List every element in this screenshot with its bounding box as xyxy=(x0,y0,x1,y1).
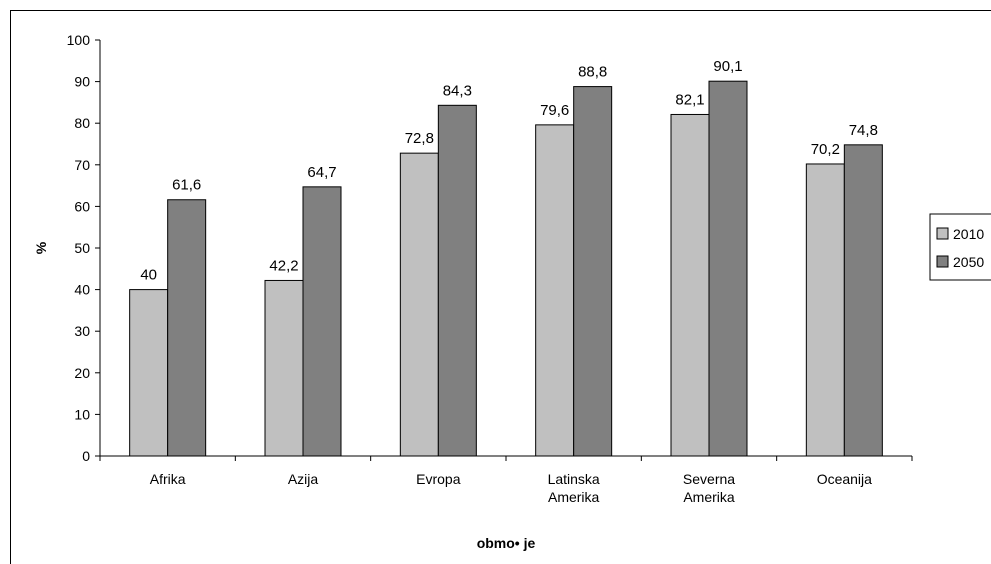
bar-2050[interactable] xyxy=(167,199,207,457)
legend[interactable]: 2010 2050 xyxy=(929,213,991,281)
legend-box xyxy=(929,213,991,281)
y-tick-label: 90 xyxy=(74,74,90,90)
y-tick-label: 80 xyxy=(74,115,90,131)
x-tick-label: Azija xyxy=(288,471,319,487)
legend-label-2050: 2050 xyxy=(953,254,984,270)
y-tick-label: 40 xyxy=(74,282,90,298)
data-label: 42,2 xyxy=(269,257,298,274)
data-label: 79,6 xyxy=(540,102,569,119)
y-tick-label: 70 xyxy=(74,157,90,173)
data-labels: 40 61,6 42,2 64,7 72,8 84,3 79,6 88,8 82,1 90,1 70… xyxy=(140,58,878,283)
bar-2010[interactable] xyxy=(805,163,845,457)
x-axis-title: obmo• je xyxy=(477,535,536,551)
bar-2050[interactable] xyxy=(302,186,342,457)
y-tick-label: 60 xyxy=(74,198,90,214)
bar-2010[interactable] xyxy=(399,152,439,457)
x-axis: Afrika Azija Evropa Latinska Amerika Severna A… xyxy=(99,455,913,505)
x-tick-label: Latinska Amerika xyxy=(548,471,600,505)
y-axis-title: % xyxy=(33,241,49,254)
bar-2050[interactable] xyxy=(843,144,883,457)
y-tick-label: 0 xyxy=(82,448,90,464)
bar-2010[interactable] xyxy=(264,279,304,457)
data-label: 40 xyxy=(140,267,157,284)
data-label: 72,8 xyxy=(405,130,434,147)
bar-2010[interactable] xyxy=(535,124,575,457)
y-tick-label: 30 xyxy=(74,323,90,339)
x-tick-label: Oceanija xyxy=(817,471,872,487)
data-label: 90,1 xyxy=(713,58,742,75)
bar-2050[interactable] xyxy=(437,104,477,457)
y-tick-label: 10 xyxy=(74,406,90,422)
x-tick-label: Afrika xyxy=(150,471,186,487)
legend-swatch-2010 xyxy=(936,227,949,240)
y-tick-label: 20 xyxy=(74,365,90,381)
legend-label-2010: 2010 xyxy=(953,226,984,242)
y-axis: 0 10 20 30 40 50 60 70 80 90 100 xyxy=(67,32,101,464)
data-label: 88,8 xyxy=(578,64,607,81)
bar-2010[interactable] xyxy=(670,113,710,457)
bar-2010[interactable] xyxy=(129,289,169,457)
x-tick-label: Evropa xyxy=(416,471,461,487)
data-label: 82,1 xyxy=(675,91,704,108)
data-label: 74,8 xyxy=(849,122,878,139)
bars xyxy=(129,80,883,457)
x-tick-label: Severna Amerika xyxy=(683,471,735,505)
bar-2050[interactable] xyxy=(708,80,748,457)
legend-swatch-2050 xyxy=(936,255,949,268)
data-label: 70,2 xyxy=(811,141,840,158)
y-tick-label: 100 xyxy=(67,32,91,48)
y-tick-label: 50 xyxy=(74,240,90,256)
data-label: 84,3 xyxy=(443,82,472,99)
bar-2050[interactable] xyxy=(573,86,613,457)
chart-frame xyxy=(10,10,991,564)
data-label: 64,7 xyxy=(307,164,336,181)
data-label: 61,6 xyxy=(172,177,201,194)
